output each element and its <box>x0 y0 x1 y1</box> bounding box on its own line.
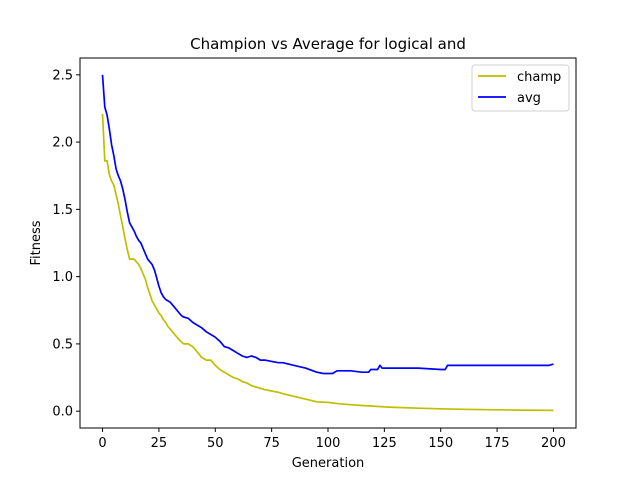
legend: champ avg <box>471 64 570 112</box>
x-tick-label: 200 <box>541 436 566 451</box>
x-tick-label: 50 <box>207 436 224 451</box>
x-tick-label: 125 <box>372 436 397 451</box>
x-axis: 0 25 50 75 100 125 150 175 200 <box>98 428 566 451</box>
y-axis: 0.0 0.5 1.0 1.5 2.0 2.5 <box>52 68 80 420</box>
series-line-champ <box>101 113 554 412</box>
y-tick-label: 0.5 <box>52 337 73 352</box>
legend-label-avg: avg <box>517 91 541 106</box>
x-tick-label: 75 <box>263 436 280 451</box>
y-tick-label: 0.0 <box>52 405 73 420</box>
chart-title: Champion vs Average for logical and <box>190 35 466 53</box>
y-tick-label: 2.0 <box>52 136 73 151</box>
legend-label-champ: champ <box>517 70 561 85</box>
series-line-avg <box>101 74 554 375</box>
plot-area <box>101 74 554 412</box>
y-tick-label: 2.5 <box>52 68 73 83</box>
x-tick-label: 100 <box>316 436 341 451</box>
y-tick-label: 1.5 <box>52 203 73 218</box>
y-axis-label: Fitness <box>29 220 44 265</box>
x-tick-label: 25 <box>151 436 168 451</box>
x-tick-label: 175 <box>485 436 510 451</box>
x-tick-label: 0 <box>98 436 106 451</box>
x-axis-label: Generation <box>292 456 365 471</box>
axes-frame <box>79 57 577 429</box>
x-tick-label: 150 <box>428 436 453 451</box>
y-tick-label: 1.0 <box>52 270 73 285</box>
